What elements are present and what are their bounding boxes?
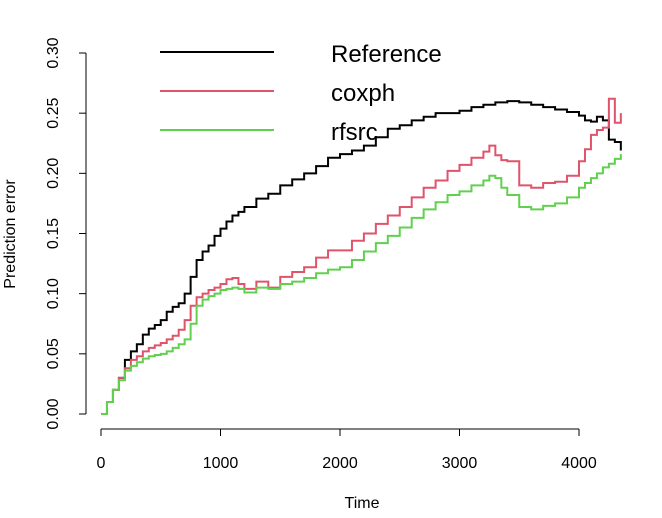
legend-label: coxph (331, 80, 395, 107)
series-line-Reference (101, 100, 622, 415)
y-tick-label: 0.10 (45, 278, 62, 309)
y-tick-label: 0.20 (45, 158, 62, 189)
axes: 0 1000 2000 3000 4000 0.00 0.05 0.10 0.15 0.20 0.2… (45, 37, 597, 472)
series-line-rfsrc (101, 154, 622, 415)
series-lines (101, 97, 622, 415)
y-tick-label: 0.00 (45, 398, 62, 429)
x-tick-label: 1000 (203, 455, 239, 472)
legend-label: rfsrc (331, 119, 378, 146)
y-tick-label: 0.25 (45, 97, 62, 128)
y-tick-label: 0.05 (45, 338, 62, 369)
legend: Reference coxph rfsrc (160, 41, 442, 146)
x-tick-label: 2000 (322, 455, 358, 472)
x-tick-label: 3000 (442, 455, 478, 472)
legend-label: Reference (331, 41, 442, 68)
y-tick-label: 0.15 (45, 218, 62, 249)
y-axis-title: Prediction error (2, 179, 19, 289)
x-axis-title: Time (345, 495, 380, 512)
series-line-coxph (101, 97, 622, 415)
y-tick-label: 0.30 (45, 37, 62, 68)
x-tick-label: 0 (97, 455, 106, 472)
x-tick-label: 4000 (561, 455, 597, 472)
